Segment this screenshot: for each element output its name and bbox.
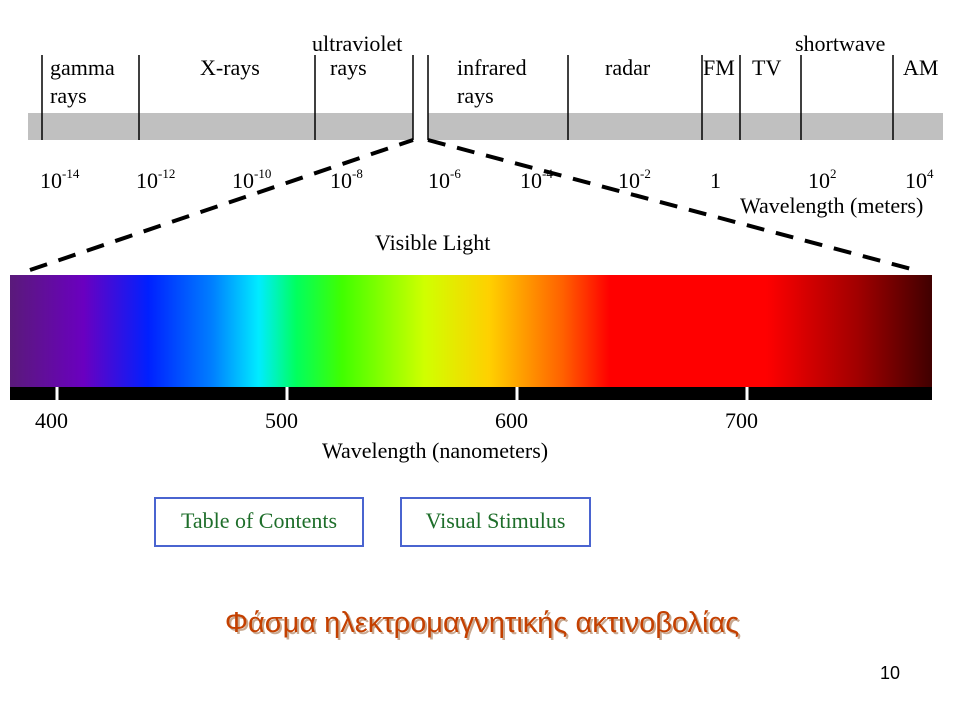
tick-base: 10	[428, 168, 450, 193]
tick-base: 10	[808, 168, 830, 193]
tick-exp: -12	[158, 166, 175, 181]
nm-tick-label: 400	[35, 408, 68, 433]
wavelength-tick: 10-4	[520, 166, 553, 193]
tick-base: 10	[232, 168, 254, 193]
band-label: TV	[752, 55, 781, 80]
wavelength-tick: 1	[710, 168, 721, 193]
tick-exp: -4	[542, 166, 553, 181]
band-bar	[28, 113, 413, 140]
button-frame	[400, 497, 591, 547]
band-label: infrared	[457, 55, 527, 80]
tick-exp: 2	[830, 166, 837, 181]
button-frame	[154, 497, 364, 547]
visible-title: Visible Light	[375, 230, 490, 255]
wavelength-tick: 10-6	[428, 166, 461, 193]
band-label: rays	[330, 55, 367, 80]
wavelength-tick: 10-2	[618, 166, 651, 193]
button-label: Table of Contents	[181, 508, 337, 533]
tick-exp: -8	[352, 166, 363, 181]
wavelength-tick: 10-12	[136, 166, 175, 193]
wavelength-tick: 104	[905, 166, 934, 193]
slide-title-shadow: Φάσμα ηλεκτρομαγνητικής ακτινοβολίας	[227, 609, 741, 641]
band-label: X-rays	[200, 55, 260, 80]
band-bar	[428, 113, 943, 140]
tick-base: 10	[520, 168, 542, 193]
axis-label: Wavelength (nanometers)	[322, 438, 548, 463]
band-label: radar	[605, 55, 651, 80]
wavelength-tick: 10-14	[40, 166, 80, 193]
tick-exp: -14	[62, 166, 80, 181]
band-label: gamma	[50, 55, 115, 80]
band-label: rays	[50, 83, 87, 108]
tick-base: 10	[40, 168, 62, 193]
button-label: Visual Stimulus	[426, 508, 566, 533]
tick-base: 1	[710, 168, 721, 193]
tick-base: 10	[136, 168, 158, 193]
band-label: shortwave	[795, 31, 885, 56]
tick-base: 10	[330, 168, 352, 193]
zoom-lines	[29, 138, 916, 272]
wavelength-tick: 10-8	[330, 166, 363, 193]
nm-tick-label: 600	[495, 408, 528, 433]
wavelength-tick: 10-10	[232, 166, 271, 193]
nav-button[interactable]: Visual Stimulus	[400, 497, 591, 547]
tick-exp: -6	[450, 166, 461, 181]
tick-exp: 4	[927, 166, 934, 181]
visible-spectrum	[10, 275, 932, 387]
band-label: FM	[703, 55, 735, 80]
nm-tick-label: 500	[265, 408, 298, 433]
band-label: rays	[457, 83, 494, 108]
band-label: ultraviolet	[312, 31, 402, 56]
nm-tick-label: 700	[725, 408, 758, 433]
tick-base: 10	[905, 168, 927, 193]
tick-exp: -10	[254, 166, 271, 181]
tick-exp: -2	[640, 166, 651, 181]
nav-button[interactable]: Table of Contents	[154, 497, 364, 547]
page-number: 10	[880, 663, 900, 683]
wavelength-tick: 102	[808, 166, 837, 193]
slide-title: Φάσμα ηλεκτρομαγνητικής ακτινοβολίας	[225, 607, 739, 639]
nm-axis	[10, 387, 932, 400]
axis-label: Wavelength (meters)	[740, 193, 923, 218]
band-label: AM	[903, 55, 938, 80]
tick-base: 10	[618, 168, 640, 193]
